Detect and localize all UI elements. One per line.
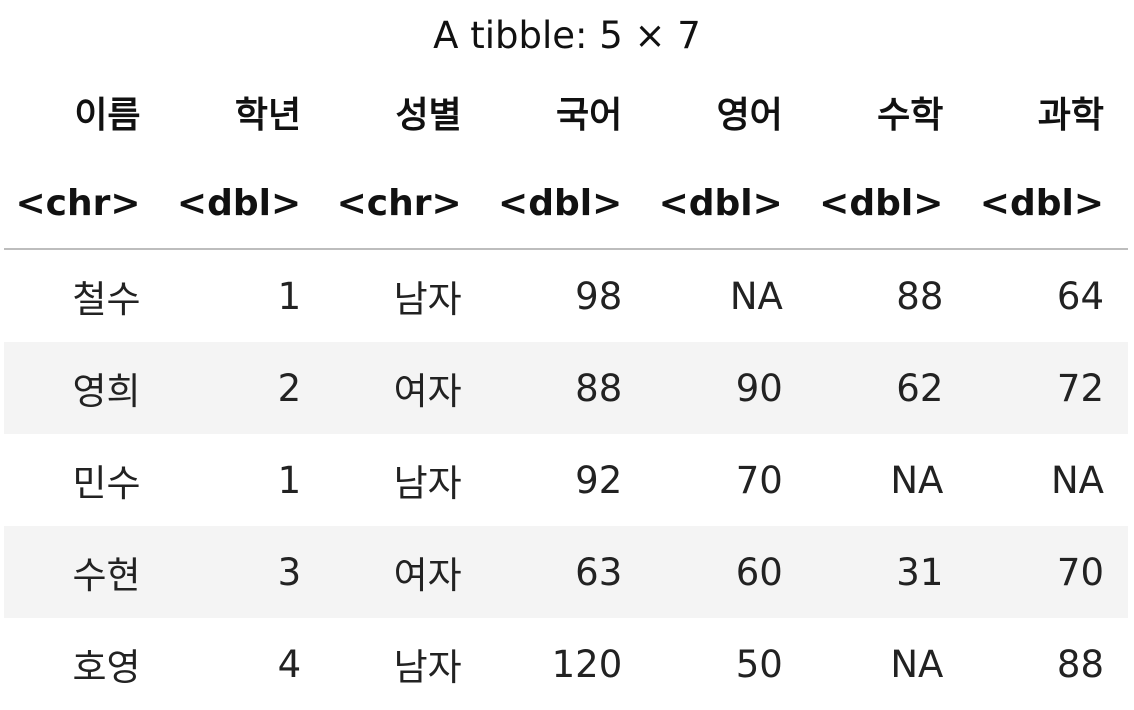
table-cell: 92 [575, 458, 623, 502]
column-type-gender: <chr> [325, 158, 486, 250]
table-cell: 남자 [393, 278, 462, 321]
table-cell: 120 [551, 642, 623, 686]
table-cell: 수현 [4, 526, 165, 618]
column-type-science: <dbl> [967, 158, 1128, 250]
column-type-grade: <dbl> [164, 158, 326, 250]
column-header-korean: 국어 [556, 95, 623, 136]
table-cell: 2 [164, 342, 326, 434]
column-type-math: <dbl> [806, 158, 968, 250]
column-type-english: <dbl> [646, 158, 807, 250]
data-table: 이름 학년 성별 국어 영어 수학 과학 <chr> <dbl> <chr> <… [4, 66, 1128, 710]
table-cell: 64 [1056, 274, 1104, 318]
table-row: 호영 4 남자 120 50 NA 88 [4, 618, 1128, 710]
column-type-name: <chr> [4, 158, 165, 250]
table-cell: 1 [277, 458, 302, 502]
column-header-science: 과학 [1037, 95, 1104, 136]
table-cell: 영희 [4, 342, 165, 434]
table-cell: 70 [735, 458, 783, 502]
table-cell: 철수 [72, 278, 141, 321]
table-cell: 88 [1056, 642, 1104, 686]
table-cell: 4 [277, 642, 302, 686]
table-cell: 31 [806, 526, 968, 618]
table-cell: NA [890, 642, 944, 686]
table-cell: 70 [967, 526, 1128, 618]
column-header-name: 이름 [74, 95, 141, 136]
table-row: 철수 1 남자 98 NA 88 64 [4, 249, 1128, 342]
table-cell: 60 [646, 526, 807, 618]
table-cell: 98 [575, 274, 623, 318]
table-row: 수현 3 여자 63 60 31 70 [4, 526, 1128, 618]
table-cell: NA [1051, 458, 1104, 502]
table-cell: 88 [896, 274, 944, 318]
table-row: 영희 2 여자 88 90 62 72 [4, 342, 1128, 434]
table-cell: 63 [485, 526, 647, 618]
column-type-row: <chr> <dbl> <chr> <dbl> <dbl> <dbl> <dbl… [4, 158, 1128, 250]
table-row: 민수 1 남자 92 70 NA NA [4, 434, 1128, 526]
table-cell: 62 [806, 342, 968, 434]
column-header-grade: 학년 [234, 95, 302, 136]
column-name-row: 이름 학년 성별 국어 영어 수학 과학 [4, 66, 1128, 158]
table-cell: 90 [646, 342, 807, 434]
table-cell: 여자 [325, 526, 486, 618]
column-type-korean: <dbl> [485, 158, 647, 250]
table-cell: 88 [485, 342, 647, 434]
column-header-gender: 성별 [395, 95, 462, 136]
table-cell: 남자 [393, 462, 462, 505]
table-cell: 1 [277, 274, 302, 318]
table-cell: NA [890, 458, 944, 502]
column-header-math: 수학 [877, 95, 944, 136]
table-cell: 50 [735, 642, 783, 686]
table-cell: 호영 [72, 646, 141, 689]
table-cell: NA [729, 274, 783, 318]
table-cell: 여자 [325, 342, 486, 434]
table-cell: 72 [967, 342, 1128, 434]
table-cell: 남자 [393, 646, 462, 689]
table-cell: 민수 [72, 462, 141, 505]
table-cell: 3 [164, 526, 326, 618]
table-caption: A tibble: 5 × 7 [433, 14, 701, 57]
column-header-english: 영어 [716, 95, 783, 136]
